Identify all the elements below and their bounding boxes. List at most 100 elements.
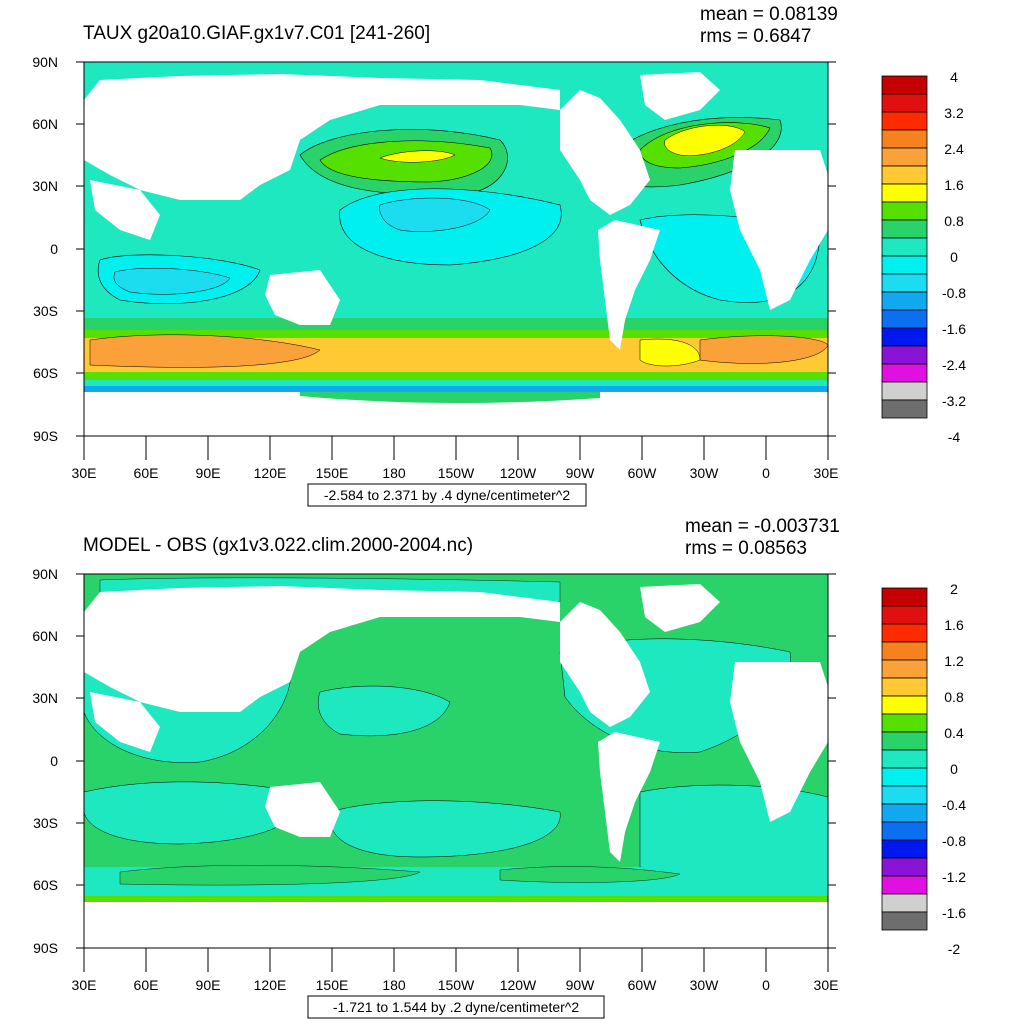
lon-label: 30W xyxy=(690,465,720,481)
colorbar-label: -2.4 xyxy=(942,357,966,373)
colorbar-swatch xyxy=(881,767,928,787)
lon-label: 30E xyxy=(814,977,839,993)
panel-title: TAUX g20a10.GIAF.gx1v7.C01 [241-260] xyxy=(83,23,430,44)
lon-axis: 30E 60E 90E 120E 150E 180 150W 120W 90W … xyxy=(72,977,839,993)
colorbar-swatch xyxy=(881,381,928,401)
colorbar-swatch xyxy=(881,183,928,203)
map-plot xyxy=(83,573,829,949)
land-greenland xyxy=(640,72,720,120)
lon-label: 60W xyxy=(628,977,658,993)
lat-label: 90S xyxy=(33,428,58,444)
land-arabia-india xyxy=(90,692,160,752)
colorbar-swatch xyxy=(881,111,928,131)
colorbar-swatch xyxy=(881,641,928,661)
colorbar-swatch xyxy=(881,731,928,751)
lon-label: 60E xyxy=(134,977,159,993)
colorbar-swatch xyxy=(881,839,928,859)
range-info-box xyxy=(307,483,587,507)
taux-panel: TAUX g20a10.GIAF.gx1v7.C01 [241-260] mea… xyxy=(32,4,966,507)
lon-label: 120W xyxy=(500,465,537,481)
panel-title: MODEL - OBS (gx1v3.022.clim.2000-2004.nc… xyxy=(83,535,473,556)
colorbar-swatch xyxy=(881,201,928,221)
mean-label: mean = 0.08139 xyxy=(700,4,838,25)
colorbar-label: -0.4 xyxy=(942,797,966,813)
land-south-america xyxy=(598,220,660,350)
colorbar: 4 3.2 2.4 1.6 0.8 0 -0.8 -1.6 -2.4 -3.2 -4 xyxy=(881,69,966,445)
lat-label: 60S xyxy=(33,877,58,893)
land-africa xyxy=(730,662,828,822)
colorbar-label: -1.6 xyxy=(942,905,966,921)
lat-label: 90S xyxy=(33,940,58,956)
lat-label: 30N xyxy=(32,690,58,706)
rms-label: rms = 0.6847 xyxy=(700,26,811,47)
colorbar-swatch xyxy=(881,803,928,823)
colorbar-label: -2 xyxy=(948,941,961,957)
colorbar-swatch xyxy=(881,893,928,913)
colorbar-label: 0 xyxy=(950,249,958,265)
colorbar-swatch xyxy=(881,327,928,347)
lon-label: 120E xyxy=(254,977,287,993)
lon-label: 120E xyxy=(254,465,287,481)
range-info-text: -1.721 to 1.544 by .2 dyne/centimeter^2 xyxy=(333,999,579,1015)
colorbar-swatch xyxy=(881,363,928,383)
lat-label: 60S xyxy=(33,365,58,381)
colorbar-swatch xyxy=(881,237,928,257)
land-australia xyxy=(265,270,340,325)
colorbar-label: 0.8 xyxy=(944,213,964,229)
land-eurasia xyxy=(84,74,560,200)
lon-label: 0 xyxy=(762,465,770,481)
colorbar-swatch xyxy=(881,623,928,643)
lon-label: 90W xyxy=(566,977,596,993)
colorbar-label: 4 xyxy=(950,69,958,85)
colorbar-label: 0.8 xyxy=(944,689,964,705)
land-greenland xyxy=(640,584,720,632)
lon-label: 150W xyxy=(438,977,475,993)
lat-axis: 90N 60N 30N 0 30S 60S 90S xyxy=(32,566,58,956)
lon-label: 150W xyxy=(438,465,475,481)
lat-label: 60N xyxy=(32,628,58,644)
land-south-america xyxy=(598,732,660,862)
lon-label: 90E xyxy=(196,465,221,481)
lat-label: 30N xyxy=(32,178,58,194)
colorbar-swatch xyxy=(881,695,928,715)
model-obs-panel: MODEL - OBS (gx1v3.022.clim.2000-2004.nc… xyxy=(32,516,966,1019)
colorbar-swatch xyxy=(881,677,928,697)
colorbar-label: 1.6 xyxy=(944,177,964,193)
lat-label: 90N xyxy=(32,566,58,582)
colorbar-swatch xyxy=(881,749,928,769)
lon-label: 30E xyxy=(72,465,97,481)
colorbar-swatch xyxy=(881,659,928,679)
colorbar-swatch xyxy=(881,875,928,895)
lon-label: 90E xyxy=(196,977,221,993)
colorbar-swatch xyxy=(881,309,928,329)
colorbar-label: 3.2 xyxy=(944,105,964,121)
colorbar-swatch xyxy=(881,605,928,625)
lon-label: 0 xyxy=(762,977,770,993)
land-australia xyxy=(265,782,340,837)
colorbar-label: -0.8 xyxy=(942,833,966,849)
colorbar-swatch xyxy=(881,785,928,805)
colorbar-swatch xyxy=(881,219,928,239)
colorbar-swatch xyxy=(881,147,928,167)
range-info-box xyxy=(307,995,605,1019)
lon-axis: 30E 60E 90E 120E 150E 180 150W 120W 90W … xyxy=(72,465,839,481)
lon-label: 150E xyxy=(316,977,349,993)
colorbar-swatch xyxy=(881,821,928,841)
range-info-text: -2.584 to 2.371 by .4 dyne/centimeter^2 xyxy=(324,487,570,503)
rms-label: rms = 0.08563 xyxy=(685,538,807,559)
colorbar-swatch xyxy=(881,713,928,733)
colorbar-swatch xyxy=(881,857,928,877)
colorbar-label: -3.2 xyxy=(942,393,966,409)
colorbar-swatch xyxy=(881,129,928,149)
colorbar-label: -1.2 xyxy=(942,869,966,885)
colorbar-label: -1.6 xyxy=(942,321,966,337)
lon-label: 150E xyxy=(316,465,349,481)
colorbar-swatch xyxy=(881,399,928,419)
lon-label: 90W xyxy=(566,465,596,481)
land-africa xyxy=(730,150,828,310)
colorbar-label: 0.4 xyxy=(944,725,964,741)
map-plot xyxy=(83,61,829,437)
mean-label: mean = -0.003731 xyxy=(685,516,840,537)
colorbar: 2 1.6 1.2 0.8 0.4 0 -0.4 -0.8 -1.2 -1.6 -2 xyxy=(881,581,966,957)
land-arabia-india xyxy=(90,180,160,240)
